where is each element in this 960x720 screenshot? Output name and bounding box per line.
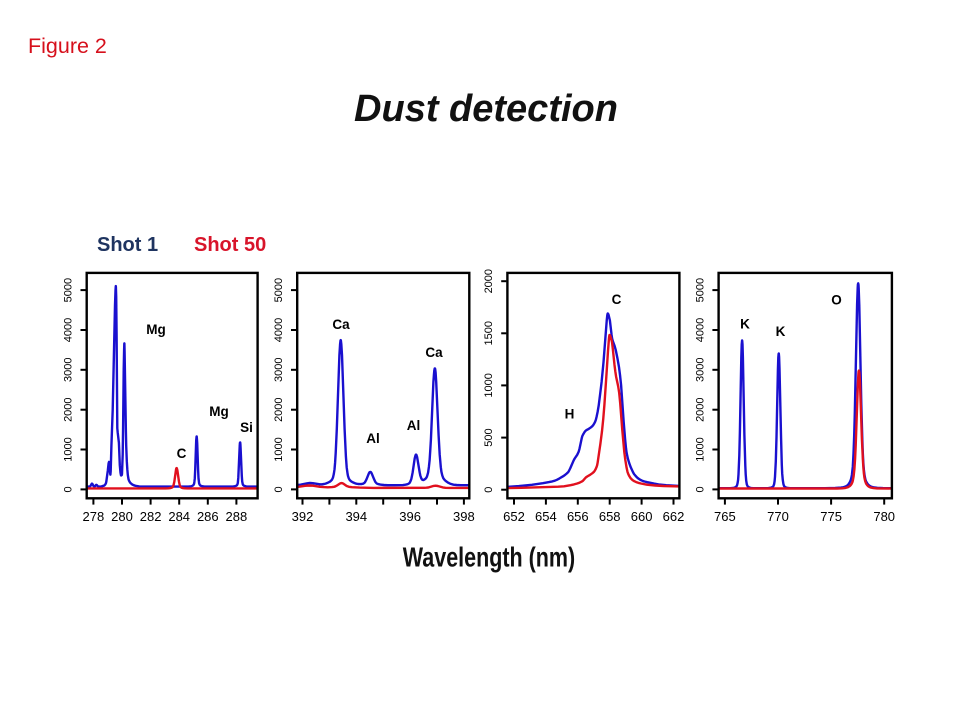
svg-text:3000: 3000 <box>63 358 75 382</box>
svg-text:2000: 2000 <box>63 397 75 421</box>
svg-text:Ca: Ca <box>425 345 443 360</box>
svg-text:398: 398 <box>453 509 475 524</box>
svg-text:Si: Si <box>240 420 253 435</box>
svg-text:0: 0 <box>273 486 285 492</box>
svg-text:C: C <box>177 446 187 461</box>
svg-text:658: 658 <box>599 509 621 524</box>
svg-text:656: 656 <box>567 509 589 524</box>
svg-text:Mg: Mg <box>146 322 166 337</box>
svg-text:0: 0 <box>63 486 75 492</box>
svg-text:1000: 1000 <box>483 373 495 397</box>
svg-text:2000: 2000 <box>273 397 285 421</box>
svg-text:H: H <box>565 407 575 422</box>
svg-text:765: 765 <box>714 509 736 524</box>
svg-text:K: K <box>740 317 750 332</box>
svg-text:500: 500 <box>483 428 495 446</box>
svg-text:280: 280 <box>111 509 133 524</box>
svg-text:780: 780 <box>873 509 895 524</box>
svg-text:0: 0 <box>694 486 706 492</box>
svg-text:770: 770 <box>767 509 789 524</box>
svg-text:C: C <box>612 292 622 307</box>
svg-text:2000: 2000 <box>694 397 706 421</box>
svg-text:394: 394 <box>345 509 367 524</box>
svg-text:2000: 2000 <box>483 269 495 293</box>
svg-text:1000: 1000 <box>694 437 706 461</box>
svg-text:288: 288 <box>226 509 248 524</box>
svg-text:5000: 5000 <box>273 278 285 302</box>
svg-text:4000: 4000 <box>63 318 75 342</box>
svg-text:0: 0 <box>483 487 495 493</box>
svg-text:Ca: Ca <box>332 317 350 332</box>
svg-text:5000: 5000 <box>63 278 75 302</box>
svg-text:775: 775 <box>820 509 842 524</box>
svg-text:4000: 4000 <box>694 318 706 342</box>
svg-text:Al: Al <box>366 431 380 446</box>
svg-text:392: 392 <box>292 509 314 524</box>
svg-text:O: O <box>831 293 842 308</box>
svg-text:4000: 4000 <box>273 318 285 342</box>
svg-text:5000: 5000 <box>694 278 706 302</box>
svg-text:278: 278 <box>83 509 105 524</box>
svg-text:282: 282 <box>140 509 162 524</box>
svg-text:3000: 3000 <box>694 358 706 382</box>
svg-text:Al: Al <box>407 418 421 433</box>
svg-text:286: 286 <box>197 509 219 524</box>
svg-text:3000: 3000 <box>273 358 285 382</box>
svg-text:284: 284 <box>168 509 190 524</box>
svg-text:K: K <box>776 324 786 339</box>
svg-text:1500: 1500 <box>483 321 495 345</box>
svg-text:662: 662 <box>663 509 685 524</box>
svg-text:654: 654 <box>535 509 557 524</box>
svg-text:1000: 1000 <box>63 437 75 461</box>
svg-text:1000: 1000 <box>273 437 285 461</box>
svg-text:396: 396 <box>399 509 421 524</box>
svg-text:652: 652 <box>503 509 525 524</box>
svg-text:Mg: Mg <box>209 404 229 419</box>
svg-text:660: 660 <box>631 509 653 524</box>
